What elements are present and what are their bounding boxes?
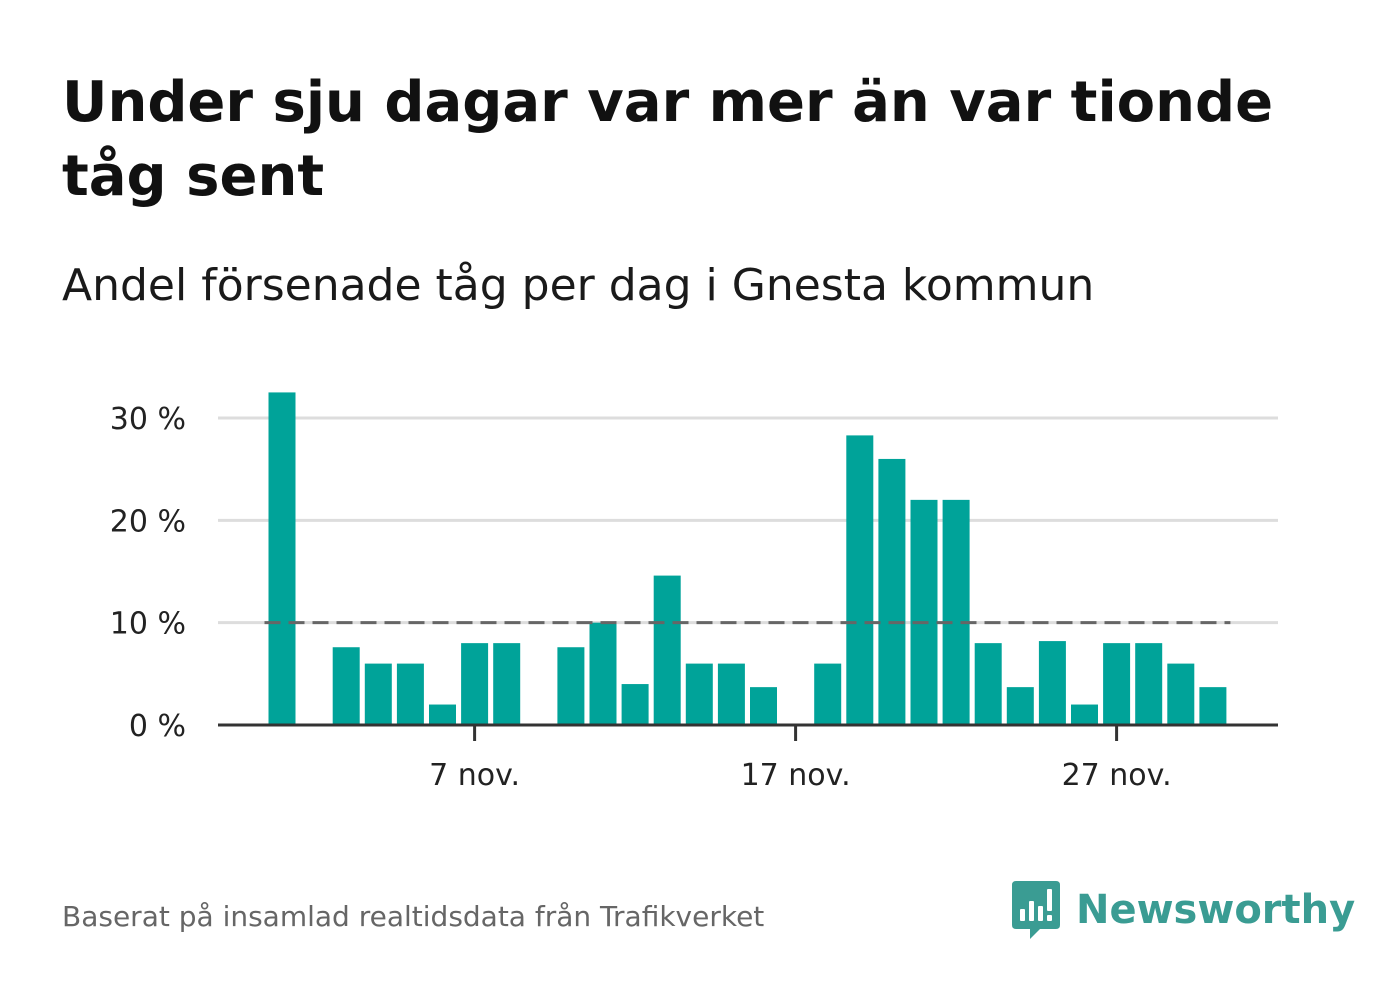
- bar: [1135, 643, 1163, 725]
- bar: [653, 575, 681, 725]
- newsworthy-logo-icon: [1012, 881, 1060, 939]
- newsworthy-logo: Newsworthy: [1010, 878, 1355, 942]
- gridlines: [218, 416, 1278, 625]
- bar: [1103, 643, 1131, 725]
- bar: [332, 647, 360, 725]
- bar: [621, 684, 649, 725]
- source-note: Baserat på insamlad realtidsdata från Tr…: [62, 900, 765, 933]
- bar: [589, 622, 617, 725]
- bar: [685, 663, 713, 725]
- bar: [1038, 641, 1066, 725]
- bar: [557, 647, 585, 725]
- bar: [942, 499, 970, 725]
- bar: [493, 643, 521, 725]
- x-tick-label: 27 nov.: [1062, 758, 1172, 793]
- bar-chart: 0 % 10 % 20 % 30 % 7 nov. 17 nov. 27 nov.: [110, 392, 1278, 793]
- y-tick-label: 10 %: [110, 607, 186, 642]
- y-tick-label: 0 %: [129, 709, 186, 744]
- bar: [268, 392, 296, 725]
- bar: [1167, 663, 1195, 725]
- bar: [461, 643, 489, 725]
- bar: [846, 435, 874, 725]
- bar: [1071, 704, 1098, 725]
- bar: [878, 458, 906, 725]
- bar: [717, 663, 745, 725]
- axes: 0 % 10 % 20 % 30 % 7 nov. 17 nov. 27 nov.: [110, 402, 1278, 793]
- bars: [268, 392, 1227, 725]
- x-tick-label: 7 nov.: [429, 758, 520, 793]
- chart-subtitle: Andel försenade tåg per dag i Gnesta kom…: [62, 260, 1095, 311]
- bar: [364, 663, 392, 725]
- y-tick-label: 30 %: [110, 402, 186, 437]
- newsworthy-wordmark: Newsworthy: [1076, 887, 1356, 933]
- bar: [396, 663, 424, 725]
- y-tick-label: 20 %: [110, 504, 186, 539]
- bar: [974, 643, 1002, 725]
- bar: [1006, 687, 1034, 725]
- bar: [750, 687, 777, 725]
- chart-title: Under sju dagar var mer än var tionde tå…: [62, 70, 1274, 209]
- bar: [429, 704, 456, 725]
- bar: [1199, 687, 1227, 725]
- bar: [814, 663, 842, 725]
- x-tick-label: 17 nov.: [741, 758, 851, 793]
- bar: [910, 499, 938, 725]
